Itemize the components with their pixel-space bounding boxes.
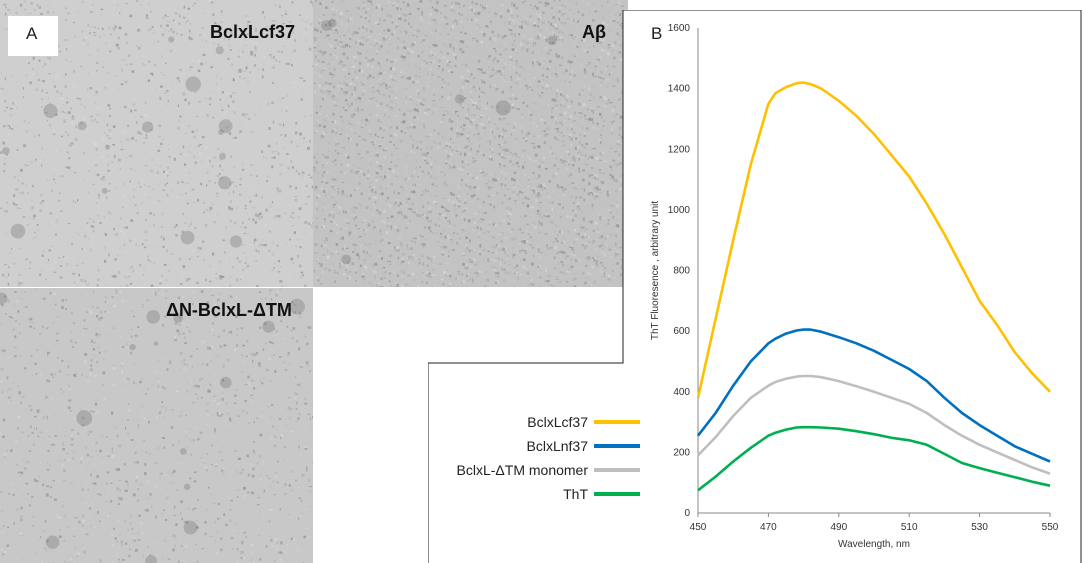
- x-tick-label: 530: [971, 522, 988, 533]
- legend-label-2: BclxL-ΔTM monomer: [457, 462, 589, 478]
- y-tick-label: 0: [684, 508, 690, 519]
- em-image-bclxlcf37: [0, 0, 313, 287]
- chart-panel: 0 200 400 600 800 1000 1200 1400 1600 450 470 490 51…: [428, 10, 1082, 563]
- legend-label-1: BclxLnf37: [527, 438, 589, 454]
- em-image-dn-bclxl-dtm-texture: [0, 288, 313, 563]
- y-tick-label: 1600: [668, 23, 691, 34]
- x-tick-label: 550: [1042, 522, 1059, 533]
- panel-b-label: B: [651, 24, 663, 43]
- series-line-2: [697, 374, 1051, 475]
- y-tick-label: 1200: [668, 144, 691, 155]
- chart-frame-border: [428, 10, 1082, 563]
- em-image-abeta-texture: [313, 0, 628, 287]
- em-image-title-abeta: Aβ: [582, 22, 606, 42]
- panel-a-label: A: [26, 24, 38, 43]
- y-tick-label: 400: [673, 387, 690, 398]
- x-tick-label: 450: [690, 522, 707, 533]
- x-tick-label: 510: [901, 522, 918, 533]
- y-tick-label: 600: [673, 326, 690, 337]
- series-line-3: [697, 425, 1051, 492]
- series-line-0: [696, 81, 1051, 399]
- chart-svg: 0 200 400 600 800 1000 1200 1400 1600 450 470 490 51…: [428, 10, 1082, 563]
- legend-label-0: BclxLcf37: [527, 414, 588, 430]
- y-tick-label: 800: [673, 266, 690, 277]
- x-tick-label: 470: [760, 522, 777, 533]
- panel-a-label-box: [8, 16, 58, 56]
- y-tick-label: 1000: [668, 205, 691, 216]
- y-tick-label: 1400: [668, 84, 691, 95]
- em-image-title-bclxlcf37: BclxLcf37: [210, 22, 296, 42]
- x-tick-label: 490: [830, 522, 847, 533]
- em-image-bclxlcf37-texture: [0, 0, 313, 287]
- x-axis-label: Wavelength, nm: [838, 539, 910, 550]
- em-image-title-dn-bclxl-dtm: ΔN-BclxL-ΔTM: [166, 300, 292, 320]
- em-image-abeta: [313, 0, 628, 287]
- y-axis-label: ThT Fluoresence , arbitrary unit: [650, 201, 661, 341]
- series-line-1: [696, 328, 1051, 463]
- em-image-dn-bclxl-dtm: [0, 288, 313, 563]
- legend-label-3: ThT: [563, 486, 588, 502]
- y-tick-label: 200: [673, 447, 690, 458]
